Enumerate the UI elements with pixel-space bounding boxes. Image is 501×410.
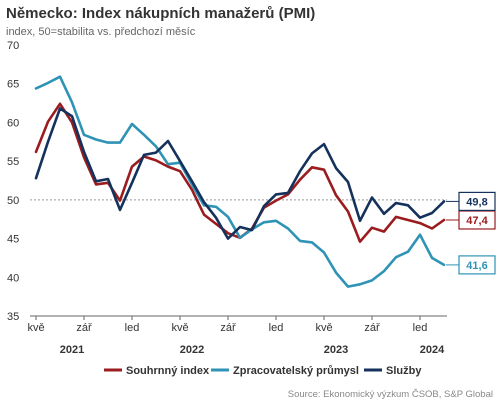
- y-tick-label: 50: [7, 195, 19, 207]
- series-line-1: [34, 75, 446, 288]
- series-line-0: [34, 102, 446, 243]
- x-tick-label: zář: [76, 322, 92, 334]
- y-tick-label: 70: [7, 40, 19, 52]
- legend: Souhrnný index Zpracovatelský průmysl Služ…: [104, 365, 422, 377]
- chart-subtitle: index, 50=stabilita vs. předchozí měsíc: [6, 26, 196, 38]
- x-axis-year-labels: 2021 2022 2023 2024: [60, 344, 445, 356]
- y-tick-label: 65: [7, 79, 19, 91]
- series-line-2: [34, 107, 446, 240]
- x-tick-label: zář: [364, 322, 380, 334]
- series-end-labels: 47,4 41,6 49,8: [446, 191, 496, 275]
- y-tick-label: 55: [7, 156, 19, 168]
- y-axis-ticks: 35 40 45 50 55 60 65 70: [7, 40, 19, 323]
- source-note: Source: Ekonomický výzkum ČSOB, S&P Glob…: [287, 389, 493, 400]
- y-tick-label: 60: [7, 117, 19, 129]
- x-tick-label: kvě: [315, 322, 332, 334]
- x-tick-label: kvě: [171, 322, 188, 334]
- legend-label: Zpracovatelský průmysl: [233, 365, 359, 377]
- y-tick-label: 45: [7, 234, 19, 246]
- x-tick-label: led: [125, 322, 140, 334]
- legend-label: Služby: [386, 365, 422, 377]
- legend-label: Souhrnný index: [126, 365, 210, 377]
- x-tick-label: led: [269, 322, 284, 334]
- x-tick-label: led: [413, 322, 428, 334]
- end-label-value: 49,8: [466, 196, 487, 208]
- end-label-value: 47,4: [466, 215, 488, 227]
- x-tick-label: kvě: [27, 322, 44, 334]
- year-label: 2024: [420, 344, 445, 356]
- x-tick-label: zář: [220, 322, 236, 334]
- x-axis-ticks: kvě zář led kvě zář led kvě zář led: [27, 316, 427, 334]
- end-label-box: [458, 191, 496, 212]
- y-tick-label: 40: [7, 272, 19, 284]
- end-label-value: 41,6: [466, 260, 487, 272]
- year-label: 2021: [60, 344, 84, 356]
- y-tick-label: 35: [7, 311, 19, 323]
- end-label-box: [458, 255, 496, 275]
- series-lines: [34, 75, 446, 288]
- year-label: 2023: [324, 344, 348, 356]
- year-label: 2022: [180, 344, 204, 356]
- chart-title: Německo: Index nákupních manažerů (PMI): [6, 5, 316, 22]
